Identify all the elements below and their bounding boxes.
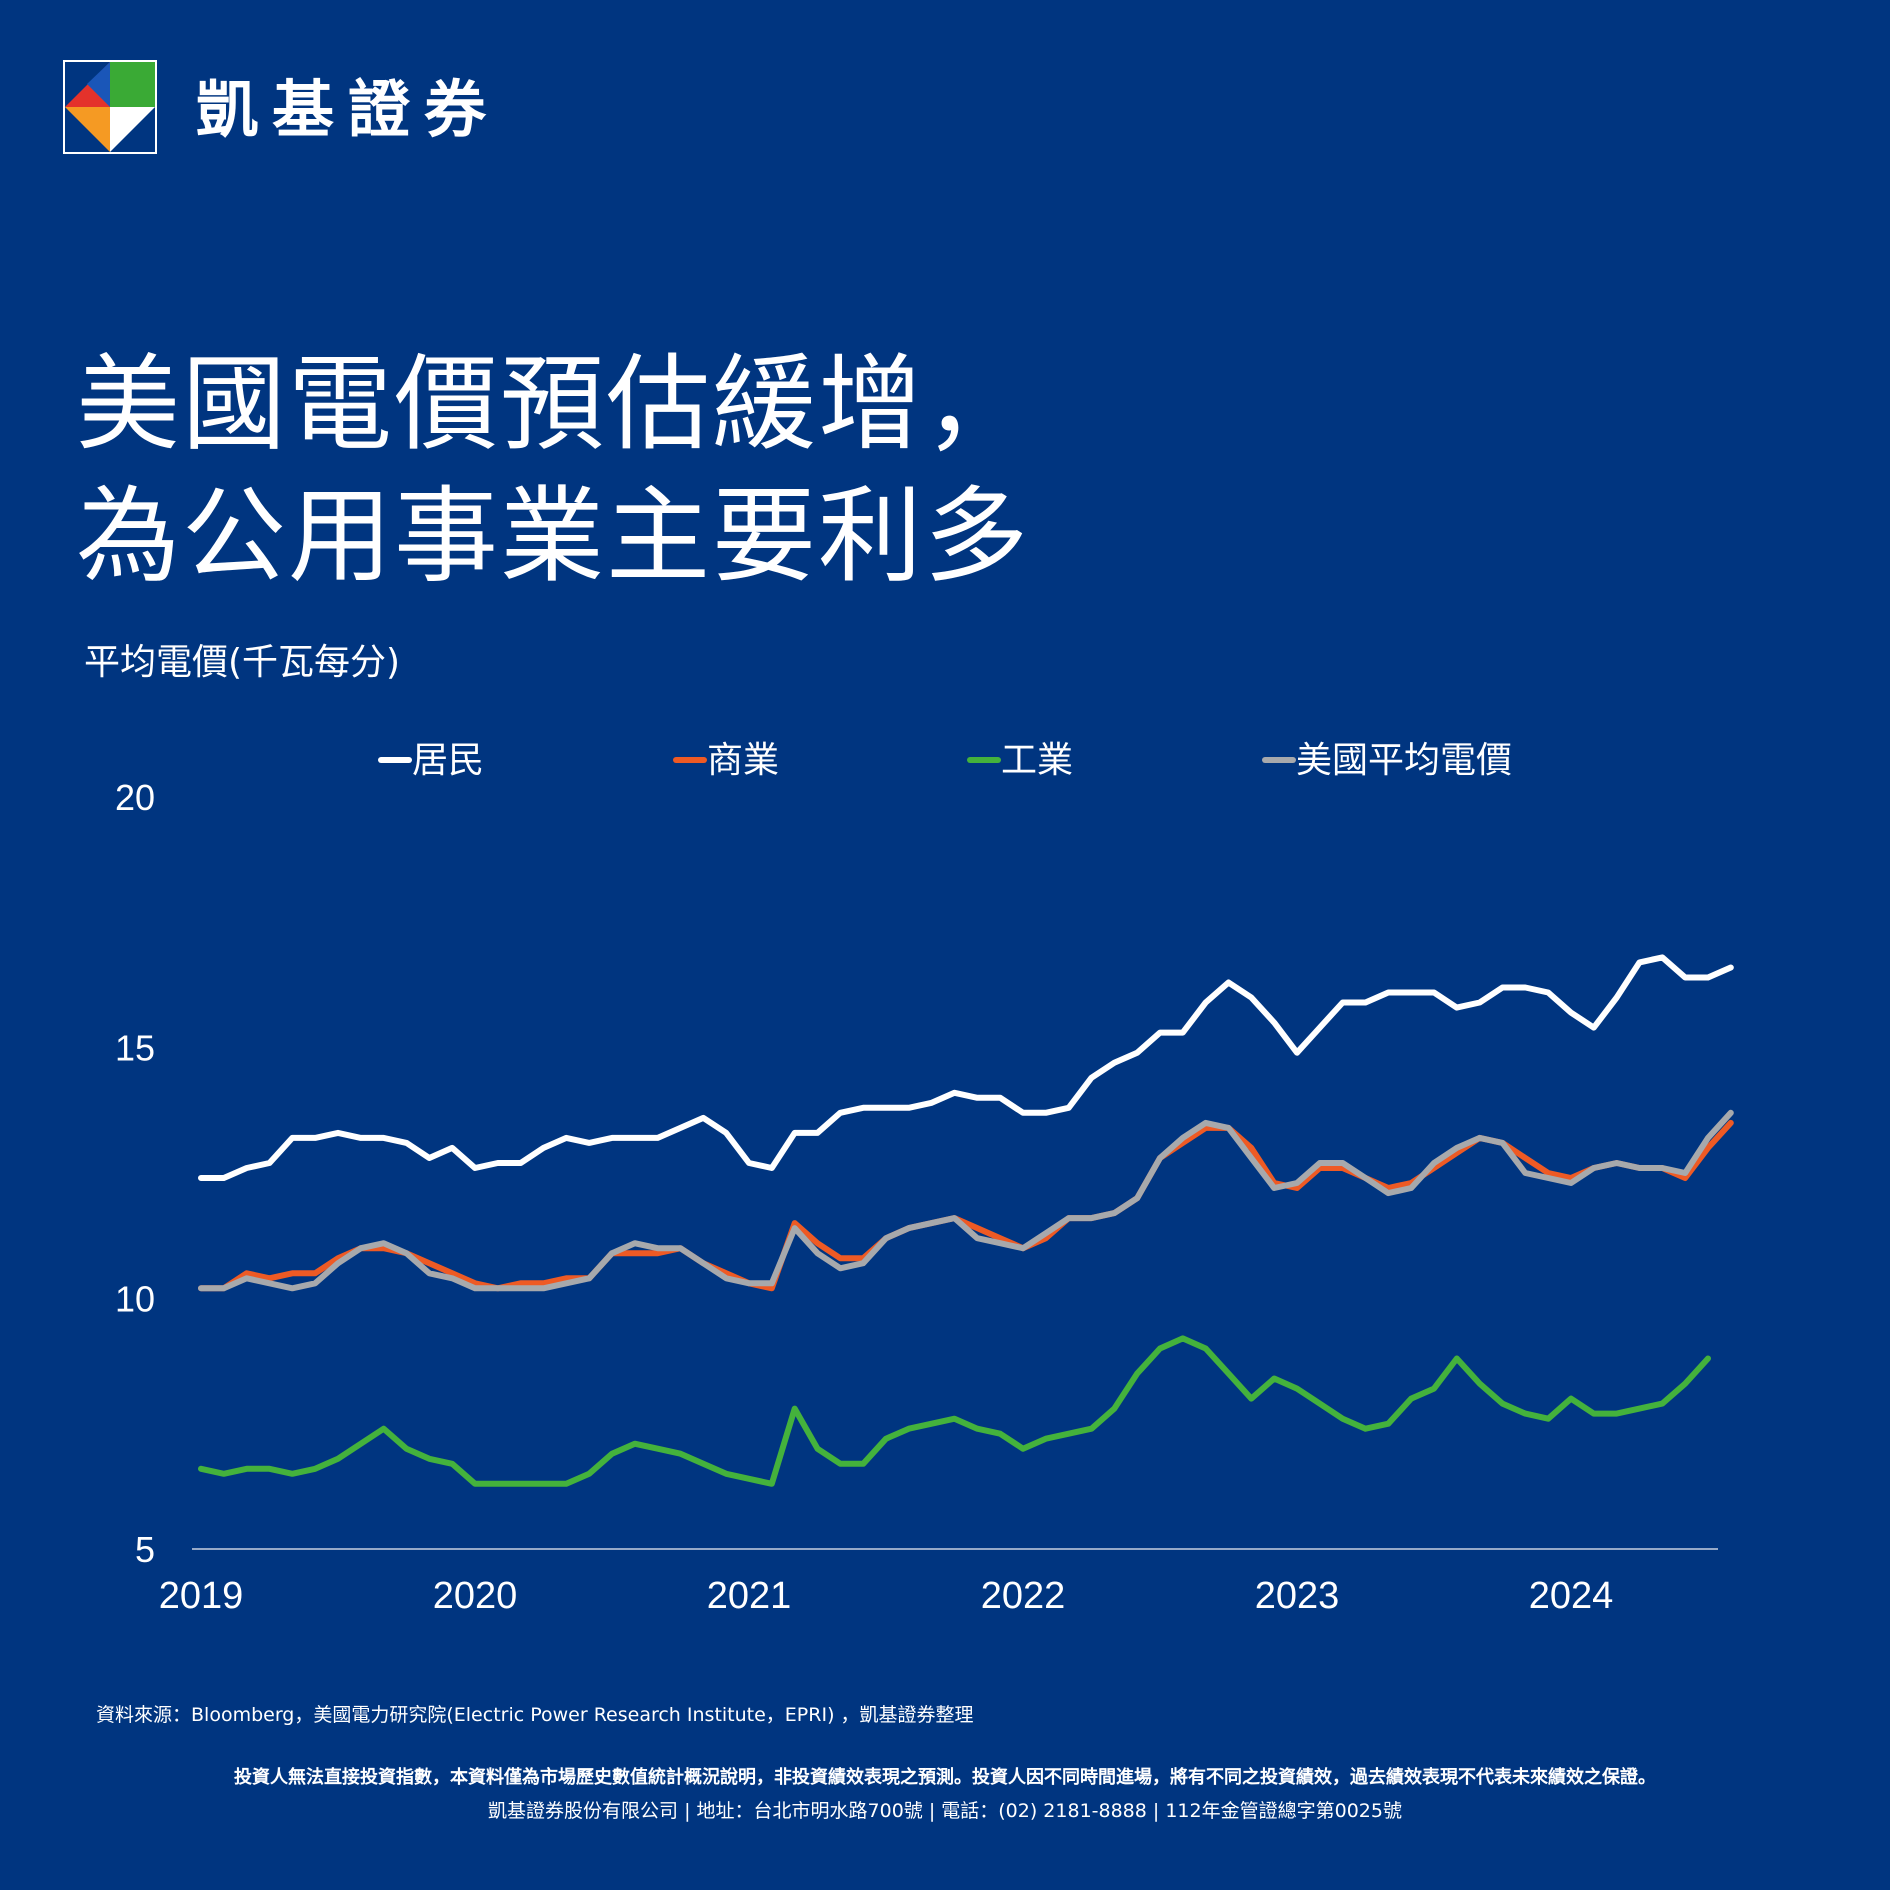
y-tick-label: 5 <box>135 1529 155 1570</box>
logo-segment-white <box>110 107 155 152</box>
line-chart: 5 10 15 20 2019 2020 2021 2022 2023 2024 居民 商業 工業 美國平… <box>115 740 1734 1617</box>
headline: 美國電價預估緩增， 為公用事業主要利多 <box>76 343 1031 597</box>
x-tick-label: 2020 <box>433 1575 518 1617</box>
legend-label: 美國平均電價 <box>1296 740 1512 781</box>
logo-segment-orange <box>65 107 110 152</box>
y-tick-label: 20 <box>115 777 155 818</box>
brand-name: 凱基證券 <box>196 73 501 146</box>
legend-label: 商業 <box>707 740 779 781</box>
x-tick-label: 2023 <box>1255 1575 1340 1617</box>
x-tick-label: 2024 <box>1529 1575 1614 1617</box>
legend-label: 工業 <box>1001 740 1073 781</box>
y-tick-label: 15 <box>115 1028 155 1069</box>
series-line-4 <box>198 1109 1734 1292</box>
footer-info: 凱基證券股份有限公司 | 地址：台北市明水路700號 | 電話：(02) 218… <box>488 1800 1402 1822</box>
y-tick-label: 10 <box>115 1278 155 1319</box>
logo-segment-green <box>110 62 155 107</box>
logo-segment-blue-corner <box>87 62 110 107</box>
legend-label: 居民 <box>412 740 484 781</box>
series-line-3 <box>198 1335 1711 1487</box>
disclaimer: 投資人無法直接投資指數，本資料僅為市場歷史數值統計概況說明，非投資績效表現之預測… <box>234 1767 1656 1788</box>
y-axis-unit-label: 平均電價(千瓦每分) <box>84 642 401 683</box>
source-note: 資料來源：Bloomberg，美國電力研究院(Electric Power Re… <box>96 1704 974 1726</box>
series-line-1 <box>198 954 1734 1181</box>
x-tick-label: 2021 <box>707 1575 792 1617</box>
x-tick-label: 2019 <box>159 1575 244 1617</box>
x-tick-label: 2022 <box>981 1575 1066 1617</box>
series-line-2 <box>198 1119 1734 1292</box>
brand-logo <box>63 60 157 154</box>
